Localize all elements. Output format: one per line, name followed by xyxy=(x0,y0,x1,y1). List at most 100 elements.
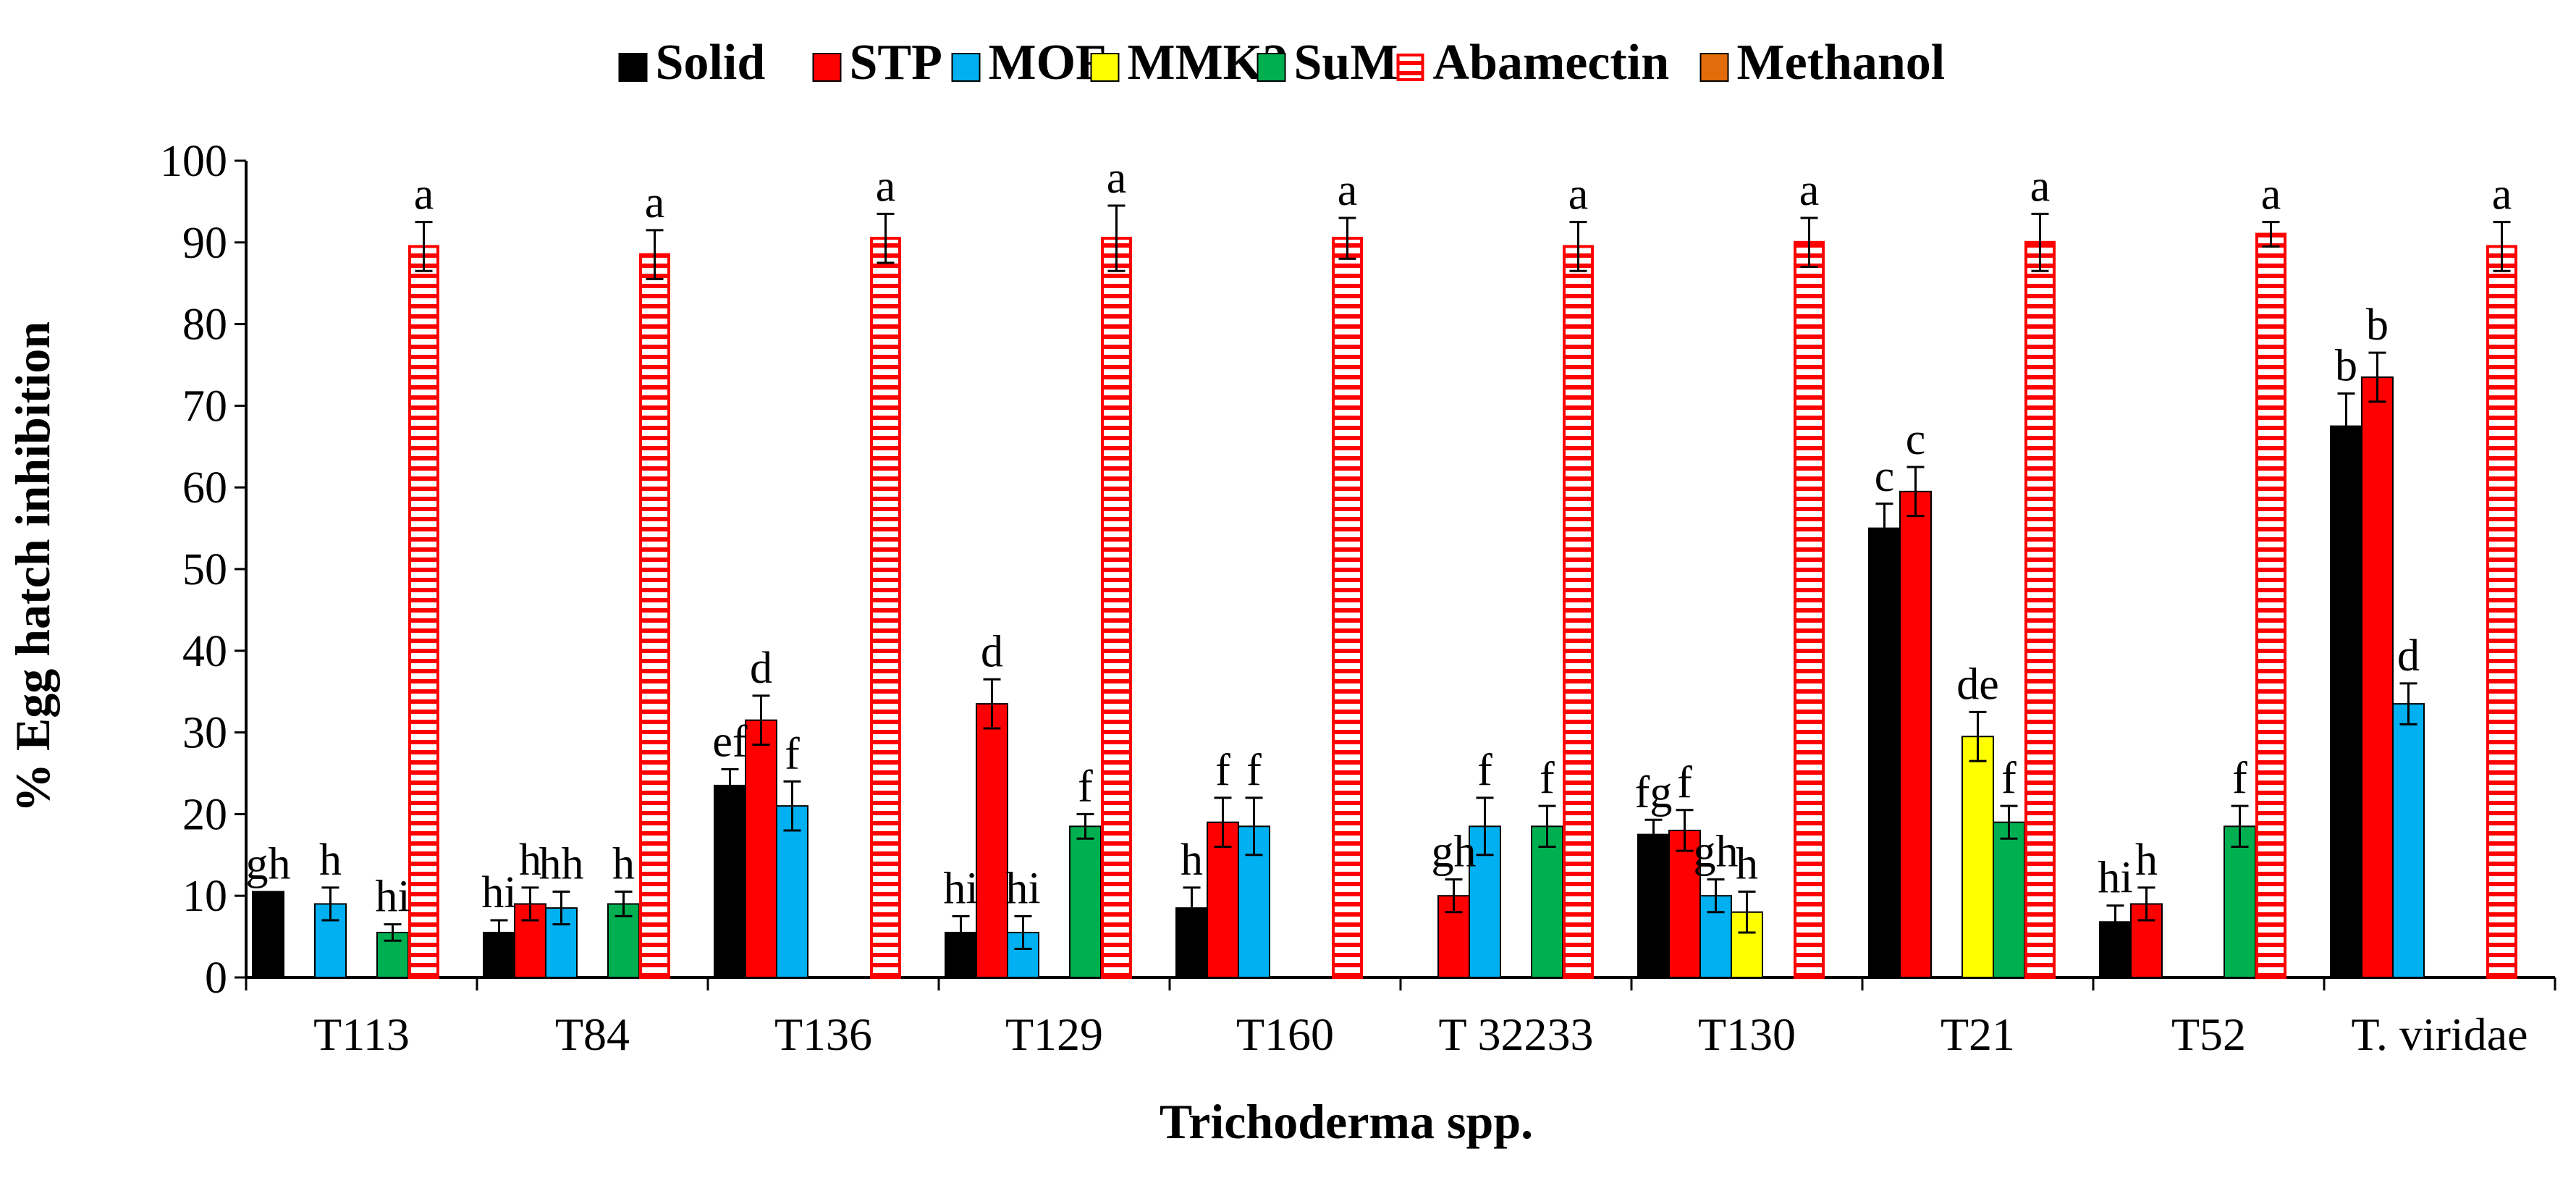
bar xyxy=(1069,825,1102,978)
bar xyxy=(1993,821,2025,979)
significance-label: f xyxy=(1677,758,1692,807)
significance-label: a xyxy=(1107,153,1127,203)
significance-label: a xyxy=(1799,166,1820,215)
bar xyxy=(2255,232,2286,979)
x-tick-label: T113 xyxy=(313,1009,410,1060)
significance-label: a xyxy=(2261,170,2281,219)
significance-label: ef xyxy=(712,717,748,766)
legend-label: Methanol xyxy=(1737,35,1946,91)
x-tick-label: T129 xyxy=(1005,1009,1103,1060)
significance-label: de xyxy=(1956,660,1999,709)
bar xyxy=(745,719,777,978)
y-tick-label: 50 xyxy=(182,545,227,594)
significance-label: d xyxy=(750,644,772,693)
significance-label: a xyxy=(1568,170,1589,219)
significance-label: b xyxy=(2335,341,2357,390)
legend-label: STP xyxy=(850,35,942,91)
bar xyxy=(1794,240,1825,979)
legend-swatch xyxy=(1090,53,1120,82)
y-tick-label: 80 xyxy=(182,300,227,350)
legend-swatch xyxy=(1257,53,1286,82)
significance-label: b xyxy=(2366,300,2389,350)
bar xyxy=(545,907,578,978)
significance-label: c xyxy=(1875,452,1895,501)
significance-label: h xyxy=(612,840,635,889)
y-tick-label: 30 xyxy=(182,709,227,758)
x-tick-label: T 32233 xyxy=(1439,1009,1594,1060)
significance-label: hi xyxy=(481,868,516,917)
bar xyxy=(1531,825,1563,978)
significance-label: h xyxy=(1181,836,1203,885)
bar xyxy=(870,237,901,980)
significance-label: a xyxy=(1338,166,1358,215)
significance-label: fg xyxy=(1635,767,1673,817)
legend-swatch xyxy=(618,53,648,82)
significance-label: a xyxy=(414,170,434,219)
significance-label: f xyxy=(1215,746,1230,795)
significance-label: hi xyxy=(1005,864,1040,913)
bar xyxy=(1899,490,1932,978)
legend: Solid STP MOF MMK2 SuM Abamectin Methanol xyxy=(618,35,1946,91)
significance-label: hi xyxy=(2098,854,2132,903)
bar xyxy=(2392,703,2425,978)
y-tick-label: 40 xyxy=(182,627,227,676)
bar xyxy=(776,805,808,978)
bar xyxy=(408,245,439,979)
bar xyxy=(1637,833,1670,978)
significance-label: c xyxy=(1906,415,1926,464)
axes: 0 10 20 30 40 50 60 70 80 90 100 T113 T84 T136 T129 T16… xyxy=(160,137,2556,1060)
bar xyxy=(976,703,1008,978)
significance-label: f xyxy=(1078,762,1093,811)
y-tick-label: 0 xyxy=(205,954,227,1003)
legend-swatch xyxy=(951,53,981,82)
significance-label: gh xyxy=(1432,828,1477,877)
y-tick-label: 20 xyxy=(182,790,227,839)
significance-label: f xyxy=(785,729,800,778)
x-tick-label: T21 xyxy=(1941,1009,2015,1060)
significance-label: f xyxy=(1540,754,1555,803)
bar xyxy=(2486,245,2517,979)
significance-label: f xyxy=(2001,754,2017,803)
significance-label: a xyxy=(2492,170,2512,219)
significance-label: f xyxy=(1477,746,1492,795)
y-axis-title: % Egg hatch inhibition xyxy=(5,321,60,812)
significance-label: a xyxy=(2030,161,2051,211)
significance-label: d xyxy=(981,627,1003,676)
significance-label: gh xyxy=(246,840,291,889)
bar xyxy=(2024,240,2056,979)
x-tick-label: T52 xyxy=(2171,1009,2246,1060)
x-tick-label: T136 xyxy=(774,1009,872,1060)
significance-label: h xyxy=(2135,836,2158,885)
y-tick-label: 90 xyxy=(182,219,227,268)
significance-label: hi xyxy=(375,872,410,922)
significance-label: f xyxy=(1246,746,1262,795)
bar xyxy=(1332,237,1363,980)
y-tick-label: 60 xyxy=(182,463,227,513)
bar xyxy=(252,891,284,979)
bar xyxy=(2224,825,2256,978)
significance-label: h xyxy=(319,836,342,885)
significance-label: hi xyxy=(943,864,978,913)
significance-label: a xyxy=(876,161,896,211)
significance-label: h xyxy=(1736,840,1758,889)
significance-label: d xyxy=(2397,631,2420,681)
y-tick-label: 100 xyxy=(160,137,227,186)
legend-label: Solid xyxy=(656,35,766,91)
significance-label: f xyxy=(2232,754,2247,803)
bar xyxy=(639,253,670,980)
significance-label: gh xyxy=(1694,828,1739,877)
bar xyxy=(1961,736,1994,978)
y-tick-label: 70 xyxy=(182,382,227,431)
x-axis-title: Trichoderma spp. xyxy=(1160,1094,1533,1149)
legend-label: MOF xyxy=(989,35,1107,91)
bars xyxy=(252,204,2517,980)
significance-label: a xyxy=(645,178,665,227)
x-tick-label: T. viridae xyxy=(2351,1009,2528,1060)
legend-swatch xyxy=(812,53,842,82)
legend-swatch xyxy=(1396,54,1424,81)
bar xyxy=(314,903,347,978)
x-tick-label: T84 xyxy=(555,1009,630,1060)
